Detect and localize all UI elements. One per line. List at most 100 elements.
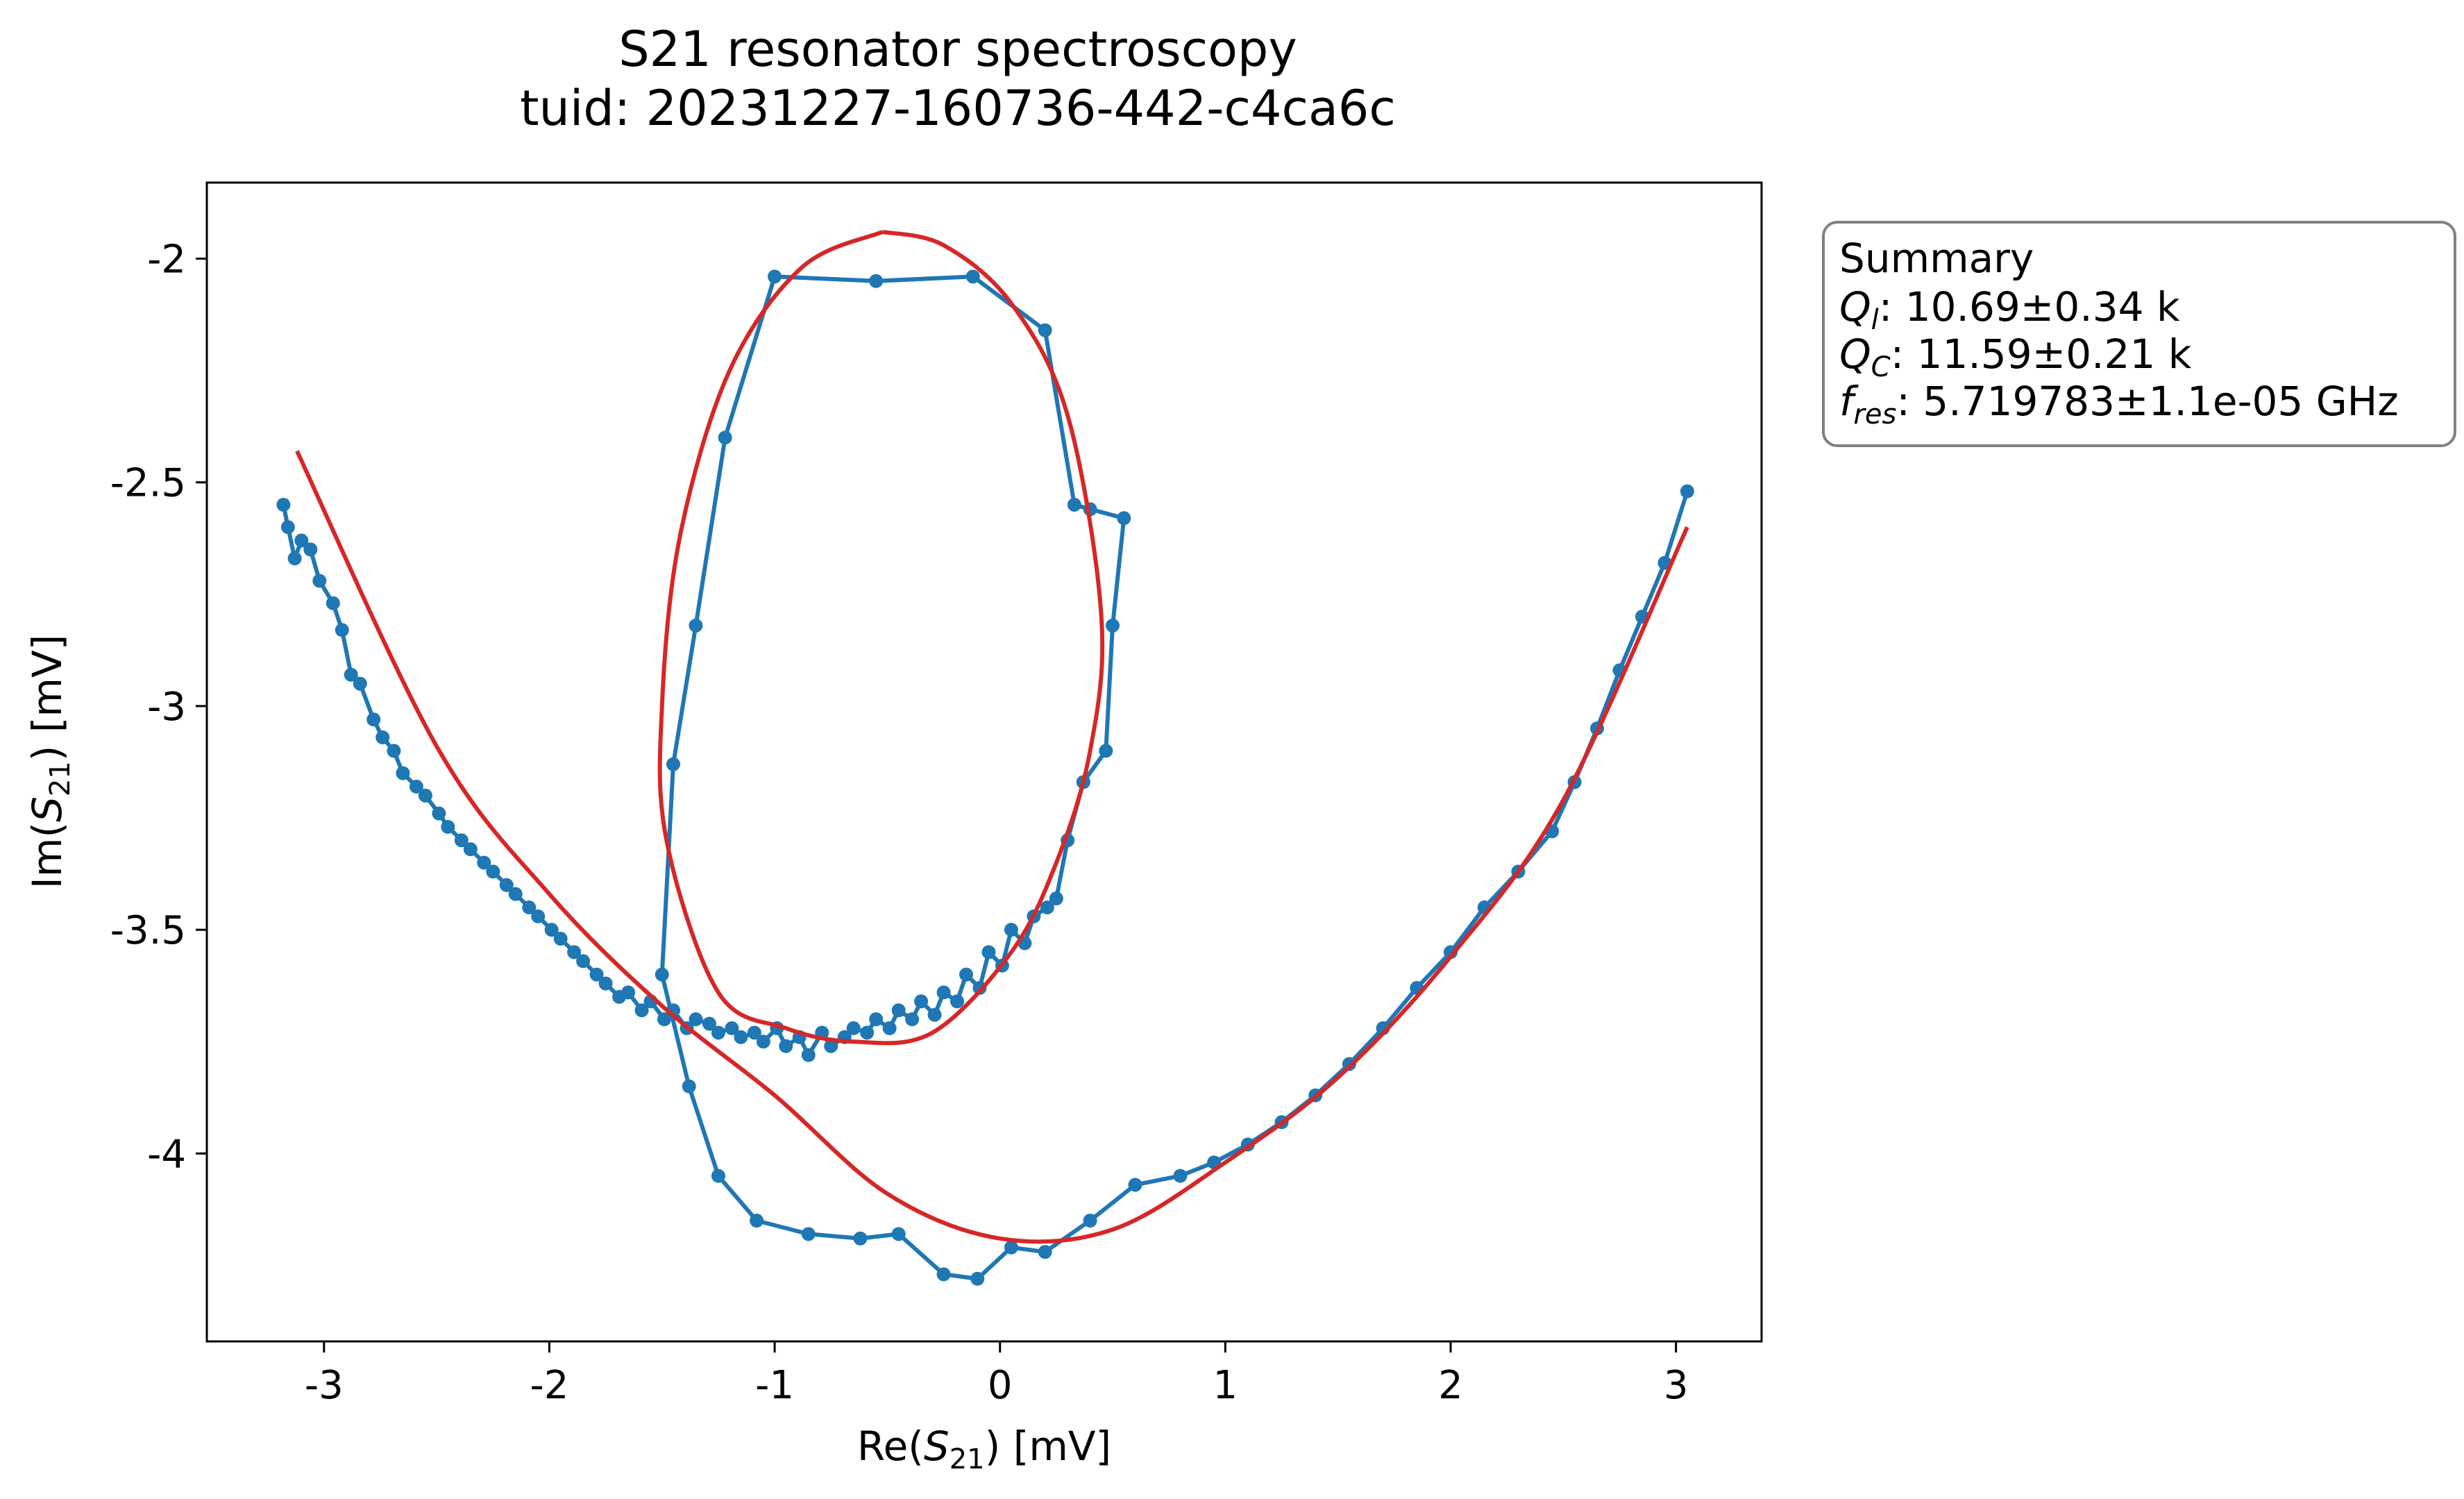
data-point <box>1099 744 1113 758</box>
summary-frame <box>1822 221 2456 447</box>
y-tick-label: -3.5 <box>110 908 186 953</box>
data-point <box>666 757 680 771</box>
data-point <box>1049 891 1063 906</box>
data-point <box>344 667 358 682</box>
x-tick-label: -1 <box>755 1363 794 1408</box>
y-axis: -4 -3.5 -3 -2.5 -2 <box>110 237 207 1177</box>
x-axis: -3 -2 -1 0 1 2 3 <box>305 1341 1689 1408</box>
data-point <box>463 842 478 857</box>
data-point <box>655 967 669 982</box>
data-point <box>779 1039 793 1053</box>
data-point <box>970 1271 985 1286</box>
data-point <box>432 806 446 821</box>
data-point <box>621 985 636 1000</box>
data-point <box>1040 900 1054 914</box>
data-point <box>981 945 996 960</box>
data-point <box>294 533 309 548</box>
data-point <box>950 994 965 1009</box>
data-point <box>689 618 703 633</box>
data-point <box>914 994 929 1009</box>
chart-subtitle: tuid: 20231227-160736-442-c4ca6c <box>520 80 1396 137</box>
data-point <box>756 1035 770 1049</box>
data-point <box>891 1003 906 1018</box>
chart-title: S21 resonator spectroscopy <box>618 21 1297 78</box>
data-point <box>853 1231 868 1246</box>
x-tick-label: 2 <box>1438 1363 1463 1408</box>
data-point <box>303 542 318 557</box>
data-point <box>965 269 980 284</box>
data-point <box>1067 497 1081 512</box>
data-point <box>598 976 613 991</box>
y-tick-label: -4 <box>147 1132 186 1177</box>
data-point <box>747 1025 761 1040</box>
data-point <box>477 855 491 870</box>
data-point <box>589 967 604 982</box>
data-point <box>860 1025 875 1040</box>
data-point <box>682 1079 696 1094</box>
data-point <box>882 1021 897 1035</box>
data-point <box>387 744 401 758</box>
y-tick-label: -3 <box>147 685 186 730</box>
data-point <box>1173 1169 1188 1183</box>
data-point <box>326 596 340 610</box>
data-point <box>711 1169 725 1183</box>
data-point <box>768 269 782 284</box>
data-point <box>1680 484 1694 499</box>
data-point <box>702 1016 716 1031</box>
data-point <box>927 1007 942 1022</box>
data-point <box>508 887 523 901</box>
y-axis-label: Im(S21) [mV] <box>24 635 76 889</box>
data-point <box>280 520 295 535</box>
data-point <box>276 497 291 512</box>
data-point <box>544 923 559 937</box>
data-point <box>824 1039 838 1053</box>
summary-heading: Summary <box>1839 235 2034 282</box>
summary-qc: QC: 11.59±0.21 k <box>1839 330 2192 383</box>
data-point <box>486 864 500 879</box>
x-tick-label: 1 <box>1213 1363 1238 1408</box>
x-tick-label: 3 <box>1664 1363 1689 1408</box>
data-point <box>396 766 410 780</box>
data-point <box>936 1267 951 1282</box>
data-point <box>634 1003 649 1018</box>
data-point <box>335 623 349 637</box>
data-point <box>869 1012 884 1027</box>
x-axis-label: Re(S21) [mV] <box>857 1423 1111 1475</box>
x-tick-label: 0 <box>988 1363 1013 1408</box>
data-point <box>801 1227 816 1241</box>
data-point <box>905 1012 920 1027</box>
data-series-line <box>281 274 1689 1281</box>
data-point <box>1083 1214 1097 1228</box>
data-point <box>522 900 537 914</box>
data-point <box>375 730 390 745</box>
data-point <box>353 676 367 691</box>
data-point <box>1117 511 1131 526</box>
data-point <box>287 551 302 566</box>
data-point <box>846 1021 861 1035</box>
data-point <box>1038 1245 1052 1259</box>
data-point <box>725 1021 739 1035</box>
data-point <box>567 945 582 960</box>
y-tick-label: -2 <box>147 237 186 283</box>
data-point <box>750 1214 764 1228</box>
x-tick-label: -2 <box>530 1363 569 1408</box>
data-point <box>711 1025 725 1040</box>
data-point <box>441 819 455 834</box>
x-tick-label: -3 <box>305 1363 344 1408</box>
data-point <box>801 1048 816 1062</box>
data-point <box>1004 1240 1018 1255</box>
data-point <box>409 779 423 794</box>
data-point <box>531 909 546 923</box>
data-point <box>718 430 732 445</box>
data-point <box>1106 618 1120 633</box>
data-point <box>936 985 951 1000</box>
data-point <box>312 573 327 588</box>
data-point <box>1038 323 1052 337</box>
summary-box: Summary Ql: 10.69±0.34 k QC: 11.59±0.21 … <box>1822 221 2456 447</box>
data-point <box>418 788 432 803</box>
data-point <box>959 967 974 982</box>
data-point <box>734 1030 748 1044</box>
y-tick-label: -2.5 <box>110 461 186 506</box>
fit-curve <box>657 229 1105 1046</box>
